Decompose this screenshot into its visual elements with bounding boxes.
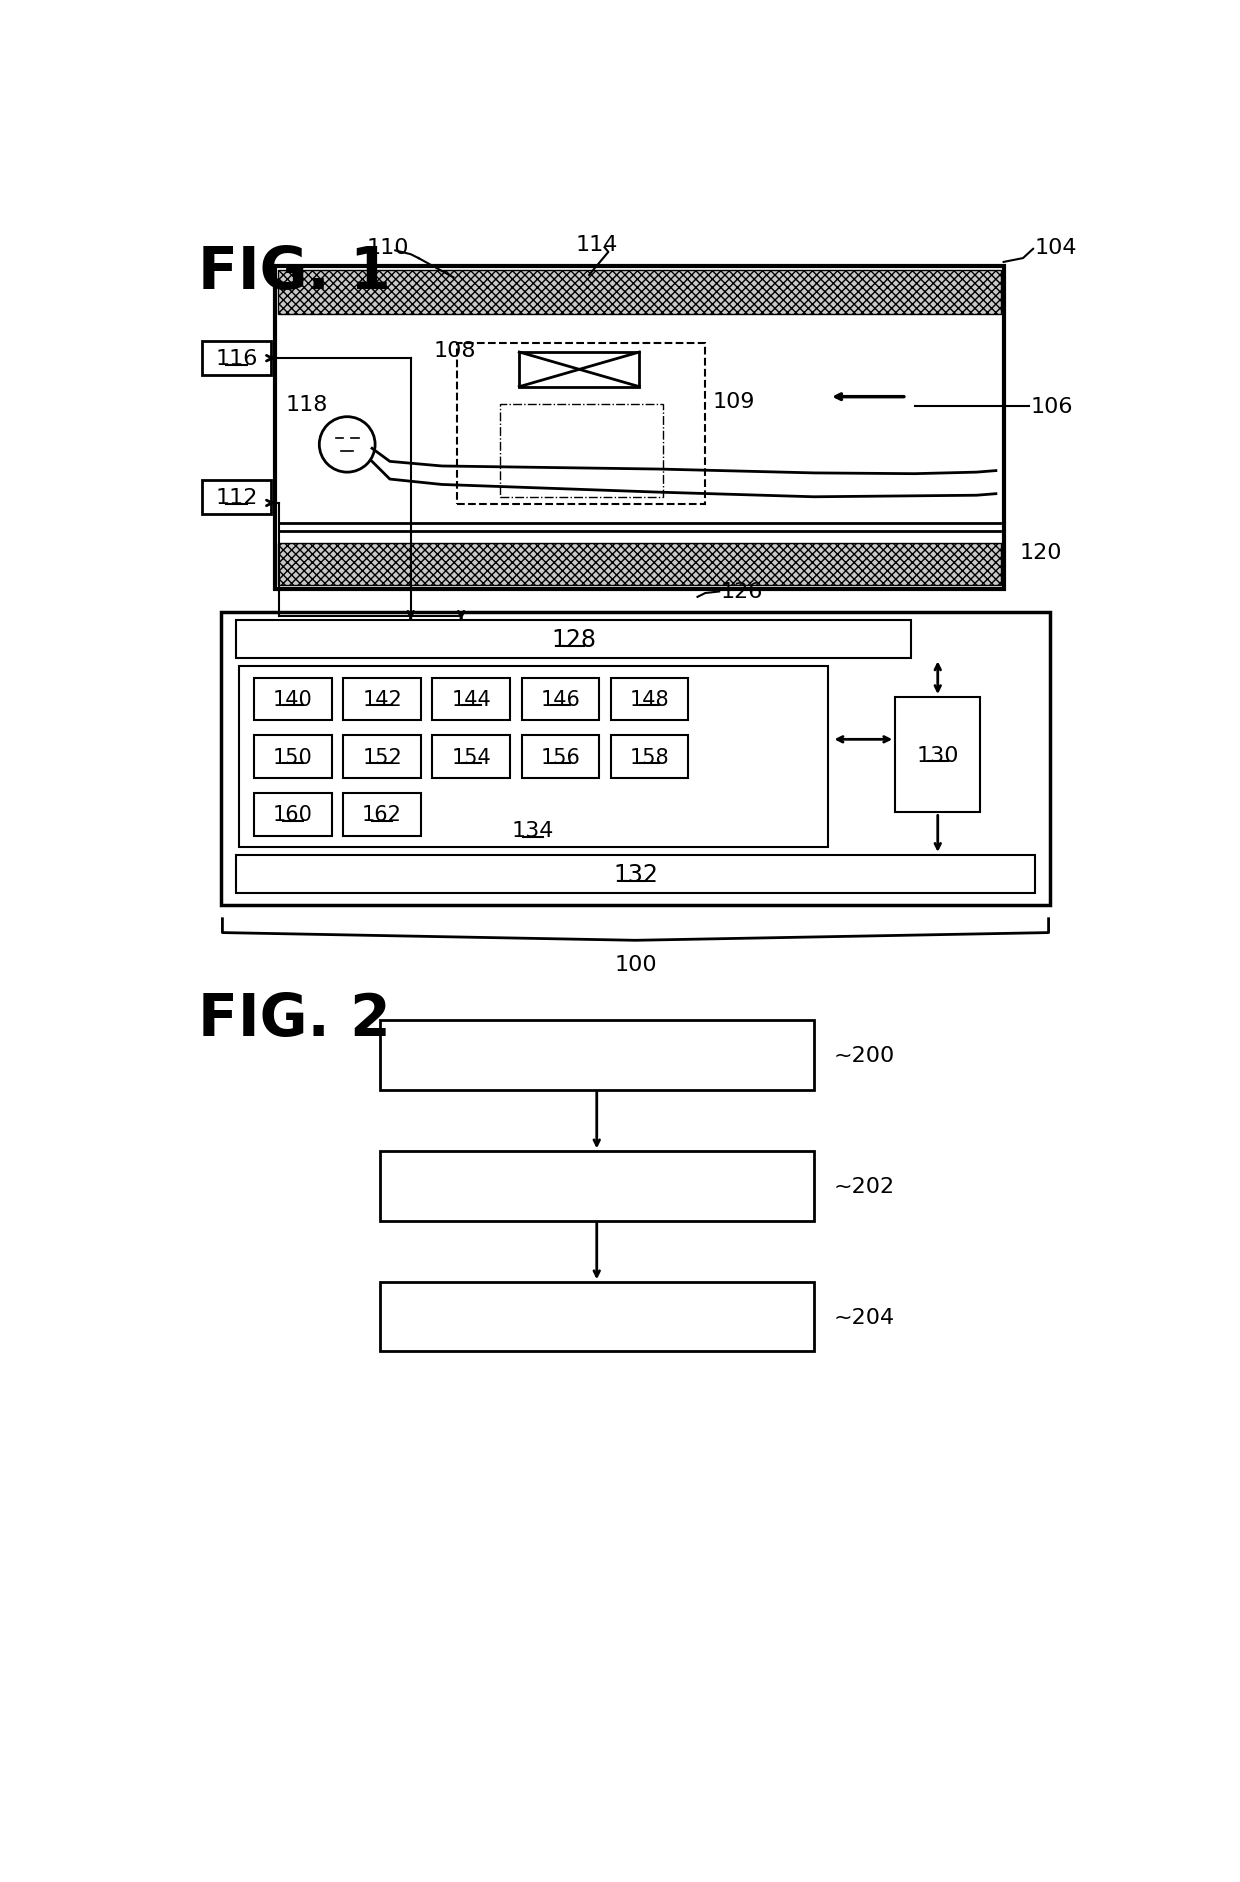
Bar (500, 405, 662, 497)
Text: 128: 128 (551, 629, 596, 651)
Bar (433, 678, 510, 721)
Text: ~202: ~202 (833, 1176, 894, 1197)
Bar (379, 1152, 813, 1221)
Text: 112: 112 (216, 487, 258, 508)
Text: 110: 110 (366, 237, 409, 258)
Text: 134: 134 (512, 821, 554, 841)
Bar (237, 621, 910, 659)
Bar (278, 271, 1001, 314)
Bar (275, 267, 1003, 589)
Bar (254, 678, 332, 721)
Bar (433, 736, 510, 779)
Text: 142: 142 (362, 689, 402, 710)
Bar (238, 666, 828, 847)
Text: 109: 109 (713, 391, 755, 412)
Text: 100: 100 (614, 954, 657, 975)
Bar (201, 343, 272, 376)
Bar (343, 678, 420, 721)
Bar (278, 544, 1001, 585)
Circle shape (320, 418, 374, 472)
Text: ~204: ~204 (833, 1308, 894, 1327)
Text: 104: 104 (1034, 237, 1078, 258)
Text: 148: 148 (630, 689, 670, 710)
Text: FIG. 2: FIG. 2 (197, 990, 391, 1046)
Text: 118: 118 (285, 395, 327, 416)
Text: 162: 162 (362, 805, 402, 824)
Bar (254, 794, 332, 836)
Text: 114: 114 (575, 235, 618, 256)
Text: 146: 146 (541, 689, 580, 710)
Bar (895, 698, 981, 813)
Text: 154: 154 (451, 747, 491, 768)
Bar (522, 736, 599, 779)
Text: 160: 160 (273, 805, 312, 824)
Bar (611, 736, 688, 779)
Bar (237, 854, 1034, 894)
Bar (520, 352, 640, 388)
Text: 140: 140 (273, 689, 312, 710)
Text: 108: 108 (434, 341, 476, 361)
Text: ~200: ~200 (833, 1046, 894, 1065)
Text: FIG. 1: FIG. 1 (197, 243, 391, 301)
Bar (379, 1020, 813, 1090)
Bar (522, 678, 599, 721)
Text: 126: 126 (720, 582, 763, 602)
Text: 152: 152 (362, 747, 402, 768)
Text: 130: 130 (916, 745, 959, 766)
Text: 120: 120 (1019, 542, 1061, 563)
Text: 132: 132 (613, 862, 658, 886)
Bar (458, 344, 706, 504)
Bar (611, 678, 688, 721)
Bar (379, 1282, 813, 1351)
Text: 116: 116 (216, 348, 258, 369)
Bar (201, 480, 272, 514)
Bar (343, 736, 420, 779)
Text: 158: 158 (630, 747, 670, 768)
Text: 150: 150 (273, 747, 312, 768)
Text: 144: 144 (451, 689, 491, 710)
Text: 106: 106 (1030, 397, 1074, 416)
Bar (254, 736, 332, 779)
Bar (221, 614, 1050, 905)
Text: 156: 156 (541, 747, 580, 768)
Bar (343, 794, 420, 836)
